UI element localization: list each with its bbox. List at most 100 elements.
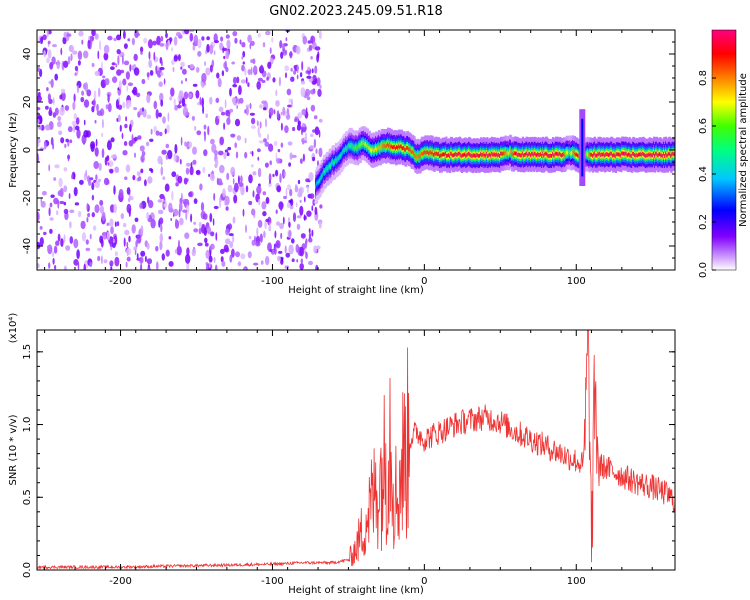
noise-blob [131, 134, 134, 144]
noise-blob [160, 35, 164, 42]
colorbar-tick-label: 0.0 [698, 262, 709, 278]
noise-blob [259, 233, 263, 243]
noise-blob [232, 178, 235, 185]
noise-blob [304, 196, 306, 203]
noise-blob [67, 126, 73, 133]
spectrogram-y-tick-label: 0 [22, 147, 33, 153]
noise-blob [106, 222, 110, 226]
noise-blob [67, 141, 70, 147]
noise-blob [201, 36, 205, 41]
noise-blob [37, 143, 40, 147]
noise-blob [250, 40, 255, 47]
noise-blob [117, 55, 120, 66]
noise-blob [49, 202, 53, 208]
noise-blob [37, 107, 41, 111]
noise-blob [126, 241, 129, 248]
noise-blob [72, 50, 78, 55]
noise-blob [110, 66, 115, 71]
noise-blob [83, 50, 89, 59]
noise-blob [213, 205, 219, 210]
noise-blob [77, 50, 83, 60]
noise-blob [216, 72, 220, 79]
noise-blob [133, 67, 140, 76]
noise-blob [263, 230, 266, 238]
noise-blob [54, 265, 57, 270]
noise-blob [170, 87, 175, 97]
noise-blob [217, 115, 220, 120]
noise-blob [288, 98, 291, 104]
noise-blob [201, 72, 207, 83]
noise-blob [37, 67, 41, 72]
noise-blob [288, 162, 291, 167]
noise-blob [299, 263, 305, 270]
noise-blob [172, 67, 175, 72]
noise-blob [160, 99, 164, 107]
noise-blob [204, 242, 209, 247]
noise-blob [140, 154, 145, 163]
noise-blob [256, 227, 259, 237]
snr-y-tick-label: 1.5 [22, 344, 33, 360]
noise-blob [316, 77, 321, 87]
noise-blob [91, 106, 95, 113]
noise-blob [195, 66, 200, 73]
noise-blob [63, 208, 69, 214]
noise-blob [256, 81, 262, 90]
noise-blob [288, 221, 291, 228]
noise-blob [159, 193, 165, 200]
noise-blob [223, 244, 229, 253]
noise-blob [299, 72, 303, 78]
noise-blob [231, 97, 237, 104]
noise-blob [202, 166, 206, 174]
noise-blob [126, 247, 132, 256]
noise-blob [286, 88, 292, 96]
noise-blob [225, 228, 230, 236]
noise-blob [310, 104, 316, 112]
noise-blob [235, 151, 239, 159]
noise-blob [249, 102, 252, 110]
noise-blob [129, 123, 132, 132]
noise-blob [155, 130, 160, 136]
noise-blob [48, 262, 51, 269]
noise-blob [93, 98, 96, 108]
noise-blob [289, 188, 293, 197]
noise-blob [220, 248, 225, 254]
noise-blob [251, 208, 256, 216]
noise-blob [241, 56, 244, 60]
noise-blob [83, 130, 89, 138]
noise-blob [228, 113, 231, 118]
noise-blob [60, 137, 65, 144]
noise-blob [282, 49, 288, 56]
noise-blob [268, 173, 272, 182]
noise-blob [231, 248, 235, 258]
noise-blob [301, 61, 304, 71]
noise-blob [124, 123, 128, 129]
noise-blob [49, 62, 54, 70]
noise-blob [104, 78, 110, 86]
noise-blob [219, 136, 225, 146]
noise-blob [220, 256, 224, 263]
noise-blob [106, 140, 112, 151]
noise-blob [180, 61, 185, 67]
noise-blob [309, 193, 315, 200]
noise-blob [249, 43, 252, 50]
noise-blob [128, 99, 132, 108]
noise-blob [214, 40, 219, 44]
noise-blob [257, 77, 263, 82]
noise-blob [165, 249, 170, 257]
noise-blob [285, 187, 288, 198]
noise-blob [122, 55, 124, 65]
noise-blob [239, 97, 244, 104]
noise-blob [149, 138, 154, 142]
noise-blob [148, 51, 151, 60]
noise-blob [235, 251, 240, 258]
noise-blob [290, 76, 295, 82]
noise-blob [228, 233, 234, 237]
noise-blob [146, 72, 150, 78]
noise-blob [167, 149, 173, 160]
noise-blob [242, 50, 246, 58]
noise-blob [80, 220, 86, 230]
noise-blob [258, 133, 262, 138]
colorbar-label: Normalized spectral amplitude [738, 73, 749, 227]
noise-blob [51, 56, 56, 65]
noise-blob [218, 182, 224, 186]
